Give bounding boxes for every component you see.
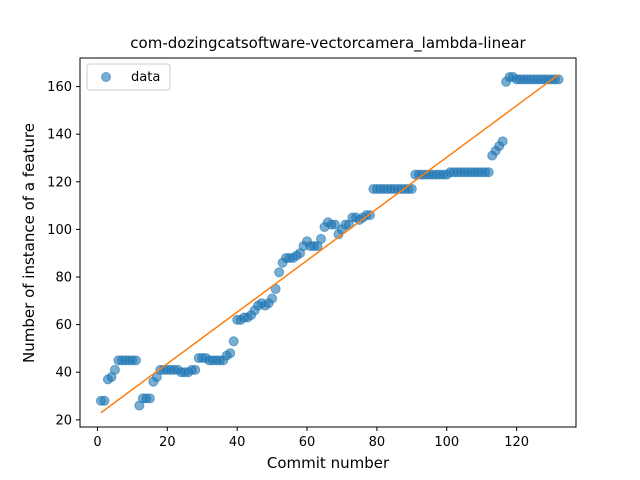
y-tick-label: 160 (47, 80, 72, 95)
legend-marker (101, 72, 111, 82)
data-point (109, 364, 120, 375)
x-axis-label: Commit number (267, 454, 390, 472)
data-point (406, 183, 417, 194)
y-tick-label: 100 (47, 223, 72, 238)
x-tick-label: 60 (299, 435, 316, 450)
data-point (497, 136, 508, 147)
legend-label: data (131, 70, 160, 85)
data-point (225, 348, 236, 359)
x-tick-label: 120 (504, 435, 529, 450)
y-tick-label: 140 (47, 128, 72, 143)
y-tick-label: 60 (55, 318, 72, 333)
data-point (274, 267, 285, 278)
data-point (99, 395, 110, 406)
x-tick-label: 20 (159, 435, 176, 450)
y-tick-label: 120 (47, 175, 72, 190)
chart-title: com-dozingcatsoftware-vectorcamera_lambd… (130, 34, 526, 53)
y-tick-label: 20 (55, 413, 72, 428)
data-point (329, 219, 340, 230)
data-point (144, 393, 155, 404)
x-tick-label: 0 (93, 435, 101, 450)
x-tick-label: 40 (229, 435, 246, 450)
legend-box (86, 63, 171, 91)
plot-frame (79, 57, 577, 428)
data-point (267, 293, 278, 304)
data-point (316, 233, 327, 244)
fit-line (100, 74, 559, 414)
data-point (228, 336, 239, 347)
x-tick-label: 80 (369, 435, 386, 450)
data-point (130, 355, 141, 366)
plot-area (79, 57, 577, 428)
y-tick-label: 40 (55, 366, 72, 381)
y-tick-label: 80 (55, 271, 72, 286)
x-tick-label: 100 (434, 435, 459, 450)
data-point (483, 167, 494, 178)
data-point (190, 364, 201, 375)
axis-ticks: 0 20 40 60 80 100 120 20 40 60 80 100 120 140 160 (47, 80, 529, 450)
y-axis-label: Number of instance of a feature (20, 123, 38, 363)
legend: data (86, 63, 171, 91)
